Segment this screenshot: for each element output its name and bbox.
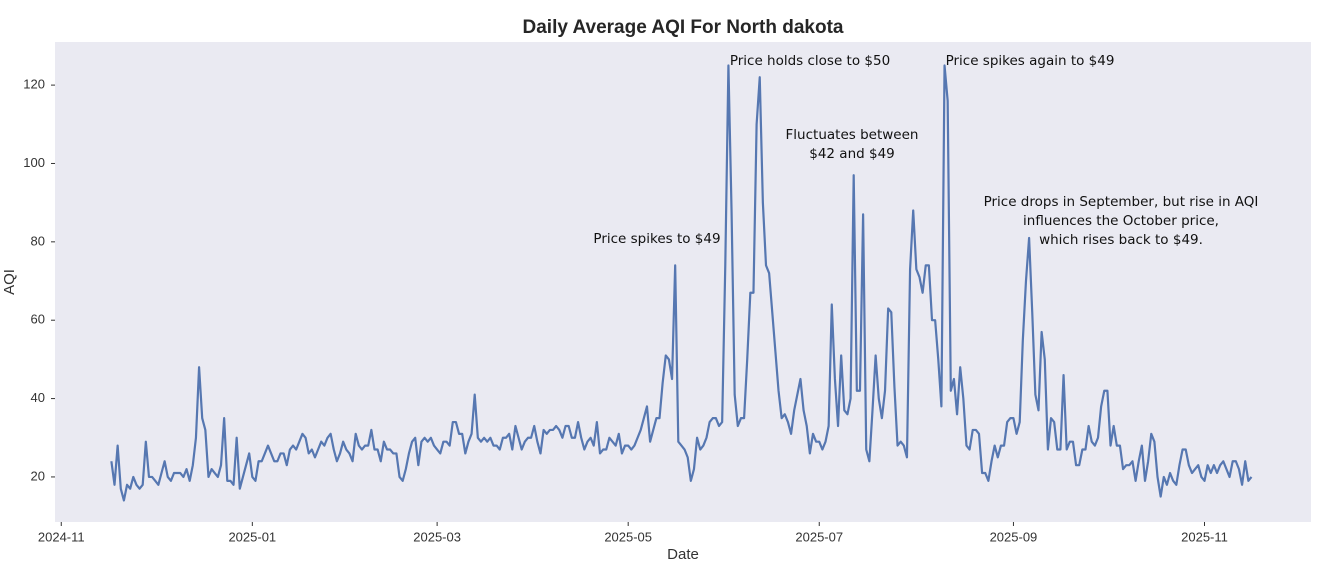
y-axis-label: AQI xyxy=(1,269,18,295)
x-tick-label: 2024-11 xyxy=(38,529,85,544)
annotation: Price spikes again to $49 xyxy=(946,53,1115,69)
x-tick-label: 2025-09 xyxy=(990,529,1038,544)
y-tick-label: 120 xyxy=(23,77,45,92)
annotation: Price drops in September, but rise in AQ… xyxy=(984,194,1259,210)
y-tick-label: 20 xyxy=(31,468,45,483)
x-tick-label: 2025-11 xyxy=(1181,529,1228,544)
chart-title: Daily Average AQI For North dakota xyxy=(523,17,844,38)
y-tick-label: 60 xyxy=(31,312,45,327)
annotation: Fluctuates between xyxy=(786,127,919,143)
y-tick-label: 40 xyxy=(31,390,45,405)
y-tick-label: 80 xyxy=(31,233,45,248)
annotation: influences the October price, xyxy=(1023,213,1219,229)
x-tick-label: 2025-07 xyxy=(795,529,843,544)
x-tick-label: 2025-05 xyxy=(604,529,652,544)
x-tick-label: 2025-01 xyxy=(228,529,276,544)
annotation: Price holds close to $50 xyxy=(730,53,890,69)
x-tick-label: 2025-03 xyxy=(413,529,461,544)
aqi-line xyxy=(110,64,1253,502)
annotation: Price spikes to $49 xyxy=(593,231,720,247)
plot-area xyxy=(55,42,1311,522)
annotation: which rises back to $49. xyxy=(1039,232,1203,248)
annotation: $42 and $49 xyxy=(809,146,895,162)
x-axis-label: Date xyxy=(667,546,699,563)
y-tick-label: 100 xyxy=(23,155,45,170)
